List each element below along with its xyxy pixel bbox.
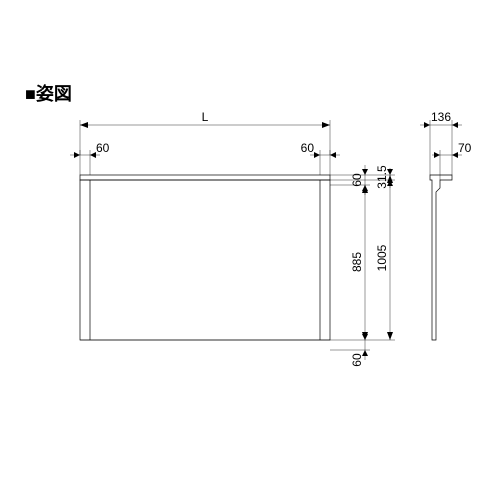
dim-v-885: 885 (350, 185, 368, 340)
dim-top-136: 136 (420, 110, 462, 128)
dim-v-60-bot: 60 (350, 334, 368, 367)
dim-L-label: L (202, 110, 209, 124)
dim-top-70-label: 70 (458, 141, 472, 155)
dim-v-1005: 1005 (375, 175, 393, 340)
dim-right-60: 60 (301, 141, 340, 158)
drawing-title: ■姿図 (25, 83, 72, 104)
dim-right-60-label: 60 (301, 141, 315, 155)
dim-left-60-label: 60 (96, 141, 110, 155)
side-view (430, 175, 452, 340)
dim-v-1005-label: 1005 (375, 244, 389, 271)
front-view (80, 175, 330, 340)
dim-top-136-label: 136 (431, 110, 451, 124)
dim-v-31-5-label: 31.5 (375, 165, 389, 189)
dim-v-885-label: 885 (350, 252, 364, 272)
dim-L: L (80, 110, 330, 128)
dim-v-60-bot-label: 60 (350, 353, 364, 367)
dim-v-60-top-label: 60 (350, 173, 364, 187)
